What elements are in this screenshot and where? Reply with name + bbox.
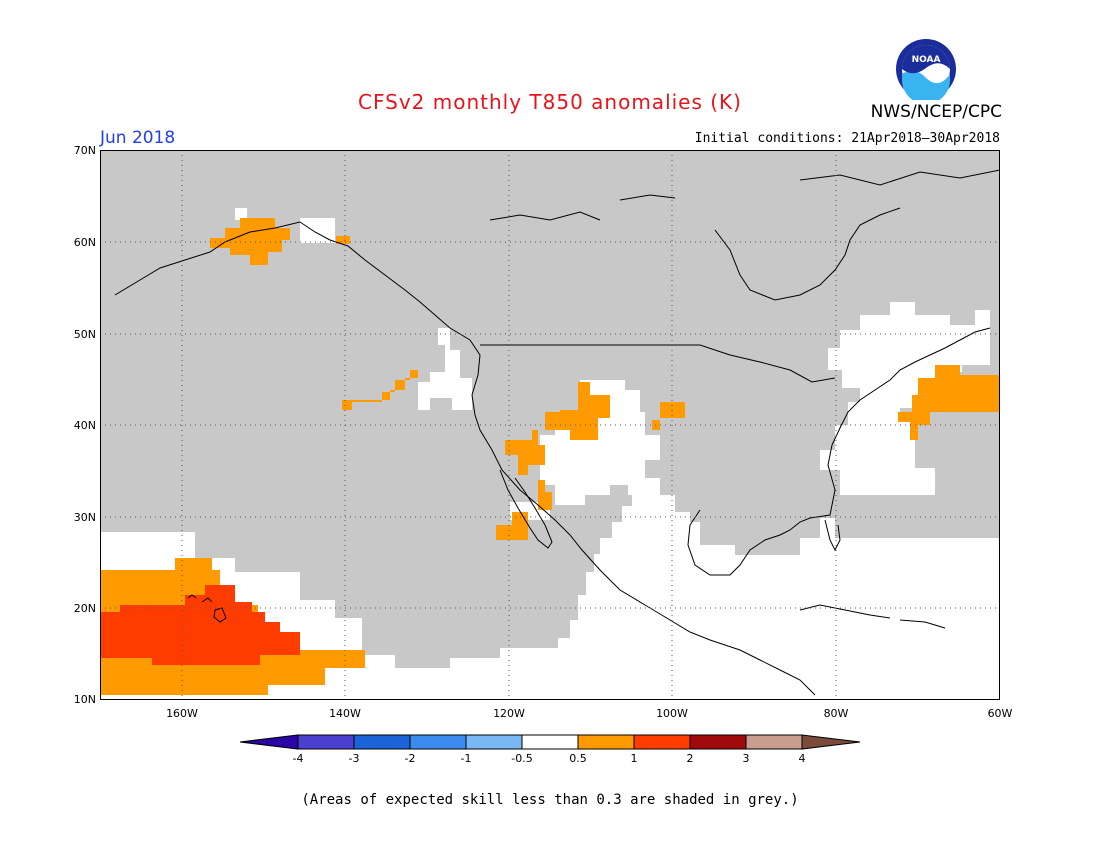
colorbar-tick-label: 3	[742, 752, 750, 765]
map-frame	[100, 150, 1000, 700]
colorbar-tick-label: -2	[404, 752, 416, 765]
colorbar-tick-label: -4	[292, 752, 304, 765]
lat-label-60n: 60N	[73, 236, 96, 249]
colorbar-arrow-high	[801, 734, 861, 750]
colorbar-tick-label: -0.5	[511, 752, 533, 765]
lat-label-10n: 10N	[73, 693, 96, 706]
colorbar-swatch	[521, 734, 579, 750]
colorbar	[240, 734, 861, 750]
lat-label-40n: 40N	[73, 419, 96, 432]
colorbar-swatch	[577, 734, 635, 750]
colorbar-swatch	[409, 734, 467, 750]
lon-label-140w: 140W	[329, 707, 361, 720]
lat-label-20n: 20N	[73, 602, 96, 615]
strong-warm-anomaly-region	[100, 585, 300, 665]
map-title: CFSv2 monthly T850 anomalies (K)	[358, 90, 742, 114]
organization-label: NWS/NCEP/CPC	[870, 102, 1002, 122]
colorbar-swatch	[353, 734, 411, 750]
colorbar-tick-label: 2	[686, 752, 694, 765]
anomaly-map	[100, 150, 1000, 700]
coastlines	[114, 169, 1000, 696]
lon-label-100w: 100W	[656, 707, 688, 720]
lat-label-30n: 30N	[73, 511, 96, 524]
colorbar-tick-label: -3	[348, 752, 360, 765]
map-gridlines	[100, 150, 1000, 700]
initial-conditions: Initial conditions: 21Apr2018–30Apr2018	[694, 131, 1000, 146]
colorbar-tick-label: 0.5	[569, 752, 587, 765]
colorbar-arrow-low	[240, 734, 299, 750]
colorbar-swatch	[297, 734, 355, 750]
lat-label-50n: 50N	[73, 328, 96, 341]
skill-caption: (Areas of expected skill less than 0.3 a…	[301, 792, 799, 808]
lon-label-80w: 80W	[823, 707, 849, 720]
lat-label-70n: 70N	[73, 144, 96, 157]
logo-text: NOAA	[912, 55, 941, 65]
lon-label-160w: 160W	[166, 707, 198, 720]
colorbar-tick-label: 4	[798, 752, 806, 765]
colorbar-swatch	[465, 734, 523, 750]
colorbar-swatch	[633, 734, 691, 750]
colorbar-swatch	[745, 734, 803, 750]
lon-label-120w: 120W	[493, 707, 525, 720]
lon-label-60w: 60W	[987, 707, 1013, 720]
colorbar-tick-label: 1	[630, 752, 638, 765]
noaa-logo: NOAA	[896, 39, 956, 100]
colorbar-swatch	[689, 734, 747, 750]
colorbar-tick-label: -1	[460, 752, 472, 765]
forecast-month: Jun 2018	[100, 128, 176, 148]
